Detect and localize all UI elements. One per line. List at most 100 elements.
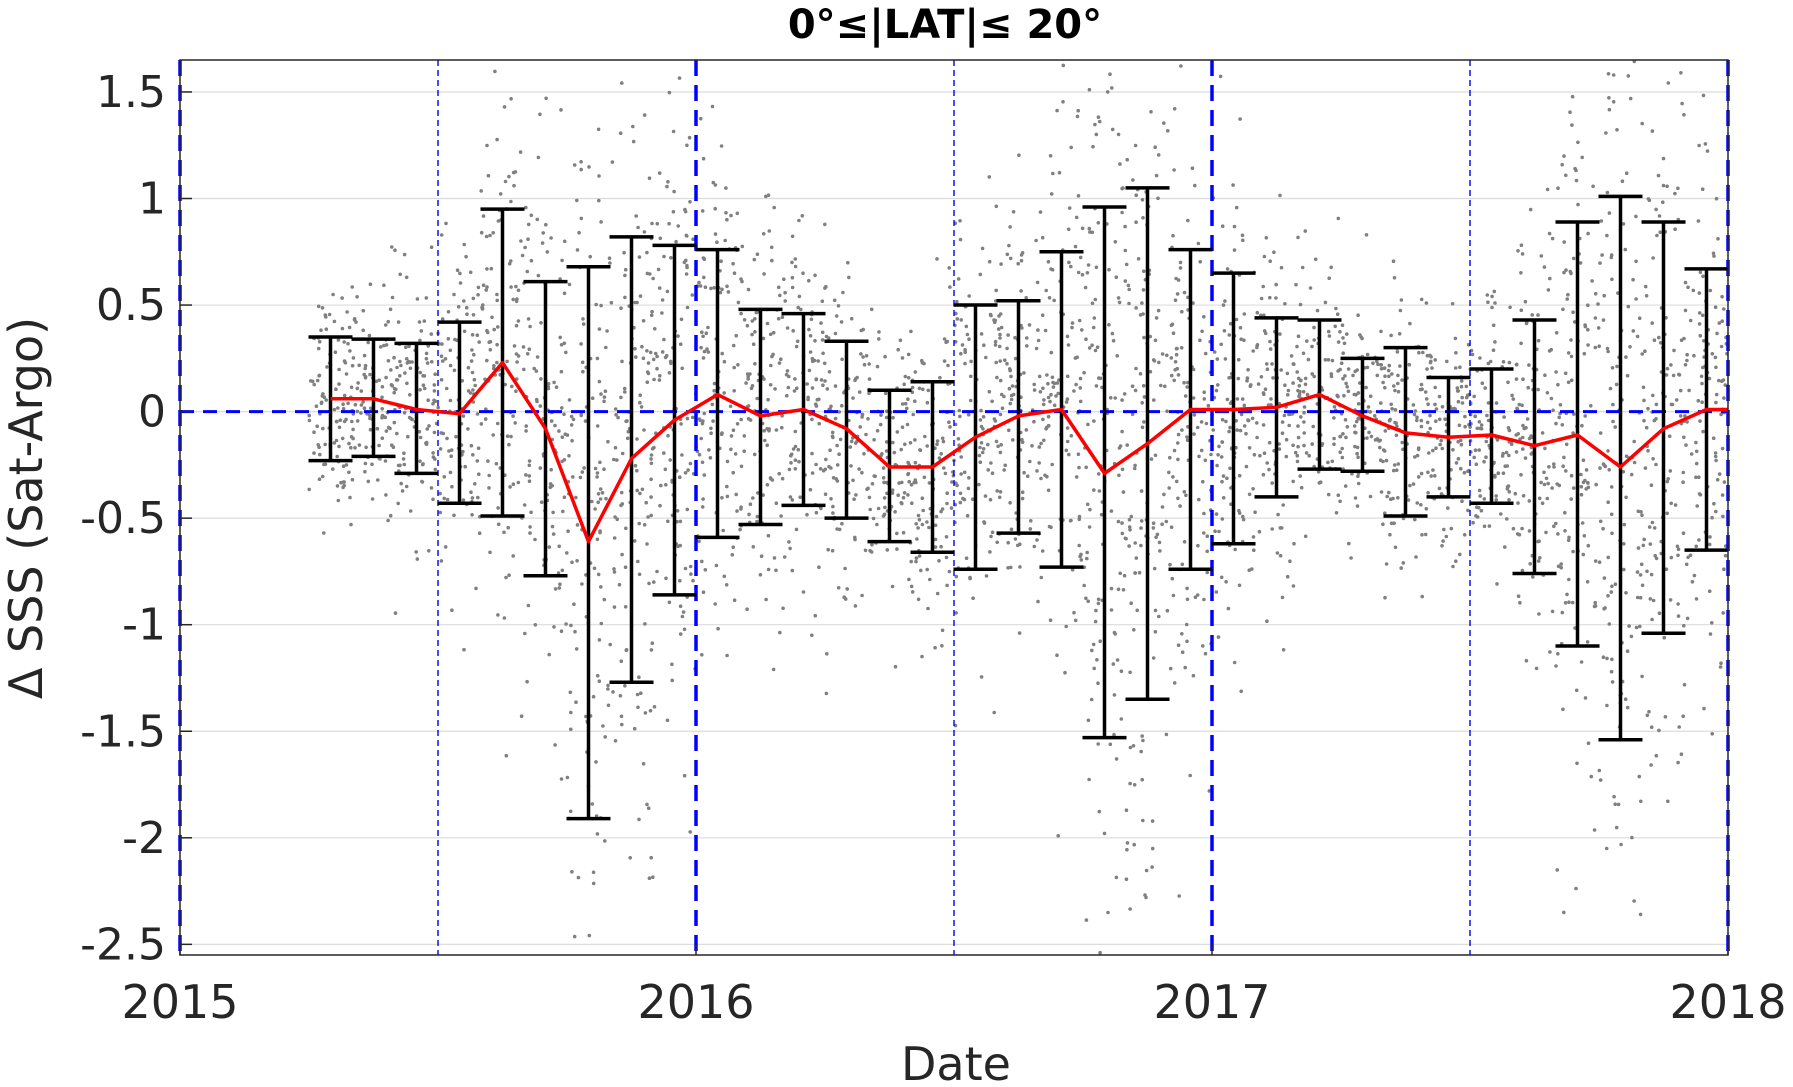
scatter-point — [1574, 168, 1578, 173]
scatter-point — [1288, 412, 1292, 417]
scatter-point — [1356, 474, 1360, 479]
scatter-point — [1142, 269, 1146, 274]
scatter-point — [987, 389, 992, 394]
scatter-point — [833, 416, 838, 421]
scatter-point — [910, 590, 915, 594]
scatter-point — [606, 439, 610, 444]
scatter-point — [688, 200, 692, 204]
scatter-point — [1501, 360, 1506, 364]
scatter-point — [433, 467, 438, 472]
scatter-point — [533, 537, 537, 542]
scatter-point — [997, 495, 1002, 500]
scatter-point — [1310, 442, 1314, 446]
scatter-point — [729, 213, 733, 218]
scatter-point — [1700, 400, 1704, 405]
scatter-point — [1520, 403, 1524, 408]
scatter-point — [1242, 403, 1247, 408]
scatter-point — [1172, 448, 1177, 453]
scatter-point — [1191, 367, 1196, 372]
scatter-point — [1681, 480, 1685, 485]
scatter-point — [1651, 598, 1656, 603]
scatter-point — [1423, 390, 1428, 394]
scatter-point — [1148, 334, 1152, 339]
scatter-point — [637, 817, 641, 822]
scatter-point — [999, 325, 1004, 330]
scatter-point — [613, 407, 618, 411]
scatter-point — [705, 347, 709, 351]
scatter-point — [825, 652, 829, 656]
scatter-point — [913, 399, 917, 404]
scatter-point — [632, 726, 637, 731]
scatter-point — [1298, 389, 1302, 394]
scatter-point — [938, 375, 942, 380]
scatter-point — [652, 580, 656, 584]
scatter-point — [526, 603, 531, 608]
scatter-point — [778, 293, 782, 298]
scatter-point — [649, 495, 653, 499]
scatter-point — [496, 325, 500, 329]
scatter-point — [1666, 799, 1670, 804]
scatter-point — [384, 429, 389, 433]
scatter-point — [1355, 445, 1360, 450]
scatter-point — [1217, 444, 1221, 449]
scatter-point — [612, 536, 617, 540]
scatter-point — [632, 539, 637, 543]
scatter-point — [1264, 236, 1269, 240]
scatter-point — [674, 239, 678, 244]
scatter-point — [658, 236, 663, 241]
scatter-point — [569, 727, 573, 732]
scatter-point — [862, 452, 866, 456]
scatter-point — [1707, 376, 1712, 381]
scatter-point — [368, 416, 372, 421]
scatter-point — [1341, 336, 1345, 340]
scatter-point — [1570, 123, 1574, 127]
scatter-point — [1352, 424, 1357, 428]
scatter-point — [512, 344, 517, 348]
scatter-point — [569, 623, 573, 628]
scatter-point — [668, 458, 672, 462]
scatter-point — [713, 183, 718, 187]
scatter-point — [386, 319, 391, 324]
scatter-point — [1691, 288, 1696, 293]
scatter-point — [1576, 140, 1580, 145]
scatter-point — [823, 222, 827, 227]
scatter-point — [1383, 595, 1387, 600]
scatter-point — [787, 467, 792, 472]
scatter-point — [1649, 725, 1654, 729]
scatter-point — [1708, 632, 1713, 636]
scatter-point — [1383, 385, 1387, 390]
scatter-point — [1228, 321, 1233, 326]
scatter-point — [496, 613, 500, 617]
scatter-point — [596, 572, 601, 577]
scatter-point — [920, 361, 925, 365]
scatter-point — [1003, 463, 1007, 468]
scatter-point — [599, 392, 603, 396]
scatter-point — [1005, 361, 1009, 366]
scatter-point — [492, 364, 496, 368]
scatter-point — [1291, 479, 1295, 484]
scatter-point — [1414, 555, 1418, 559]
scatter-point — [939, 452, 943, 456]
scatter-point — [1621, 222, 1626, 226]
scatter-point — [861, 327, 865, 332]
scatter-point — [1239, 337, 1243, 342]
scatter-point — [1566, 351, 1571, 355]
scatter-point — [1583, 696, 1588, 700]
scatter-point — [1041, 402, 1046, 407]
scatter-point — [1609, 512, 1614, 517]
scatter-point — [641, 319, 646, 323]
scatter-point — [853, 441, 858, 445]
scatter-point — [942, 466, 946, 470]
scatter-point — [835, 443, 839, 448]
scatter-point — [342, 483, 347, 488]
scatter-point — [1159, 383, 1163, 388]
scatter-point — [810, 386, 815, 390]
scatter-point — [1611, 100, 1616, 104]
scatter-point — [697, 539, 701, 544]
scatter-point — [470, 496, 475, 500]
scatter-point — [718, 290, 723, 295]
scatter-point — [807, 278, 811, 283]
scatter-point — [1127, 287, 1131, 292]
scatter-point — [392, 420, 397, 425]
scatter-point — [701, 334, 705, 339]
